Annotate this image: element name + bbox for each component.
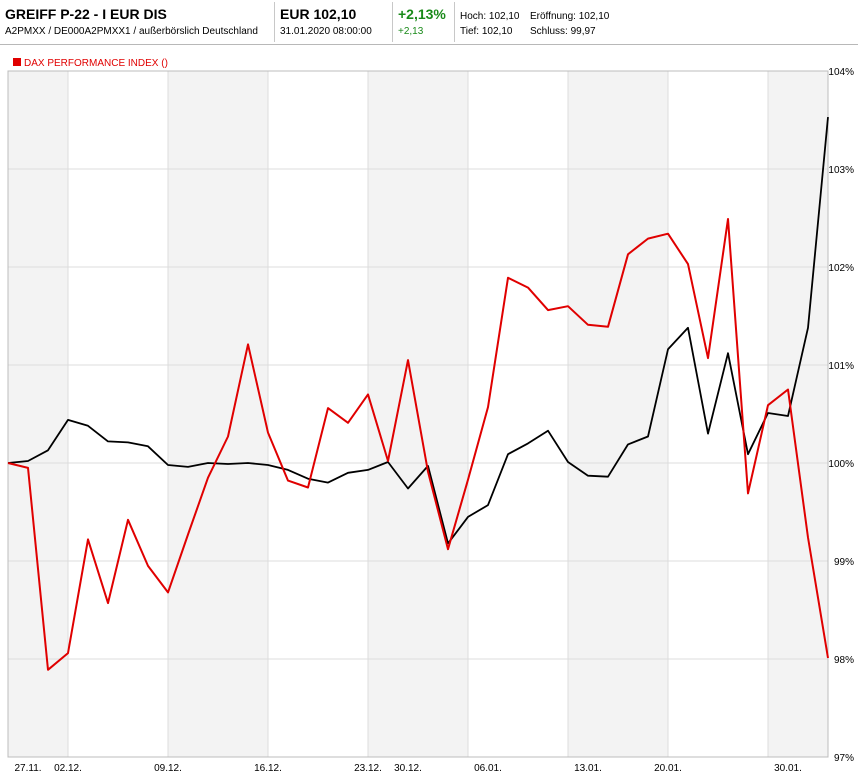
y-tick-label: 99% [834, 557, 854, 568]
instrument-title: GREIFF P-22 - I EUR DIS [5, 6, 167, 22]
week-bands [8, 71, 828, 757]
price-timestamp: 31.01.2020 08:00:00 [280, 26, 372, 37]
week-band [8, 71, 68, 757]
x-tick-label: 30.01. [774, 763, 802, 774]
y-tick-label: 101% [828, 361, 854, 372]
y-tick-label: 102% [828, 263, 854, 274]
plot-border [7, 70, 829, 758]
x-axis-labels: 27.11. 02.12. 09.12. 16.12. 23.12. 30.12. 06.0… [14, 763, 801, 774]
header-rule [0, 44, 858, 45]
change-absolute: +2,13 [398, 26, 424, 37]
x-tick-label: 16.12. [254, 763, 282, 774]
close-value: Schluss: 99,97 [530, 26, 596, 37]
legend: DAX PERFORMANCE INDEX () [13, 58, 168, 69]
x-tick-label: 23.12. [354, 763, 382, 774]
x-tick-label: 13.01. [574, 763, 602, 774]
y-tick-label: 104% [828, 67, 854, 78]
x-tick-label: 09.12. [154, 763, 182, 774]
high-value: Hoch: 102,10 [460, 11, 520, 22]
instrument-subtitle: A2PMXX / DE000A2PMXX1 / außerbörslich De… [5, 26, 258, 37]
week-band [568, 71, 668, 757]
change-percent: +2,13% [398, 6, 446, 22]
fund-line [7, 117, 829, 545]
header-divider [454, 2, 455, 42]
horizontal-gridlines [8, 168, 828, 660]
header-divider [274, 2, 275, 42]
y-tick-label: 103% [828, 165, 854, 176]
x-tick-label: 02.12. [54, 763, 82, 774]
quote-header: GREIFF P-22 - I EUR DIS A2PMXX / DE000A2… [0, 0, 858, 44]
x-tick-label: 27.11. [14, 763, 41, 774]
y-tick-label: 97% [834, 753, 854, 764]
dax-line [7, 218, 829, 671]
series-lines [7, 117, 829, 671]
last-price: EUR 102,10 [280, 6, 357, 22]
x-tick-label: 20.01. [654, 763, 682, 774]
legend-label: DAX PERFORMANCE INDEX () [24, 58, 168, 69]
x-tick-label: 30.12. [394, 763, 422, 774]
y-tick-label: 100% [828, 459, 854, 470]
x-tick-label: 06.01. [474, 763, 502, 774]
y-axis-labels: 104% 103% 102% 101% 100% 99% 98% 97% [828, 67, 854, 764]
open-value: Eröffnung: 102,10 [530, 11, 610, 22]
header-divider [392, 2, 393, 42]
week-band [168, 71, 268, 757]
y-tick-label: 98% [834, 655, 854, 666]
legend-swatch [13, 58, 21, 66]
low-value: Tief: 102,10 [460, 26, 513, 37]
